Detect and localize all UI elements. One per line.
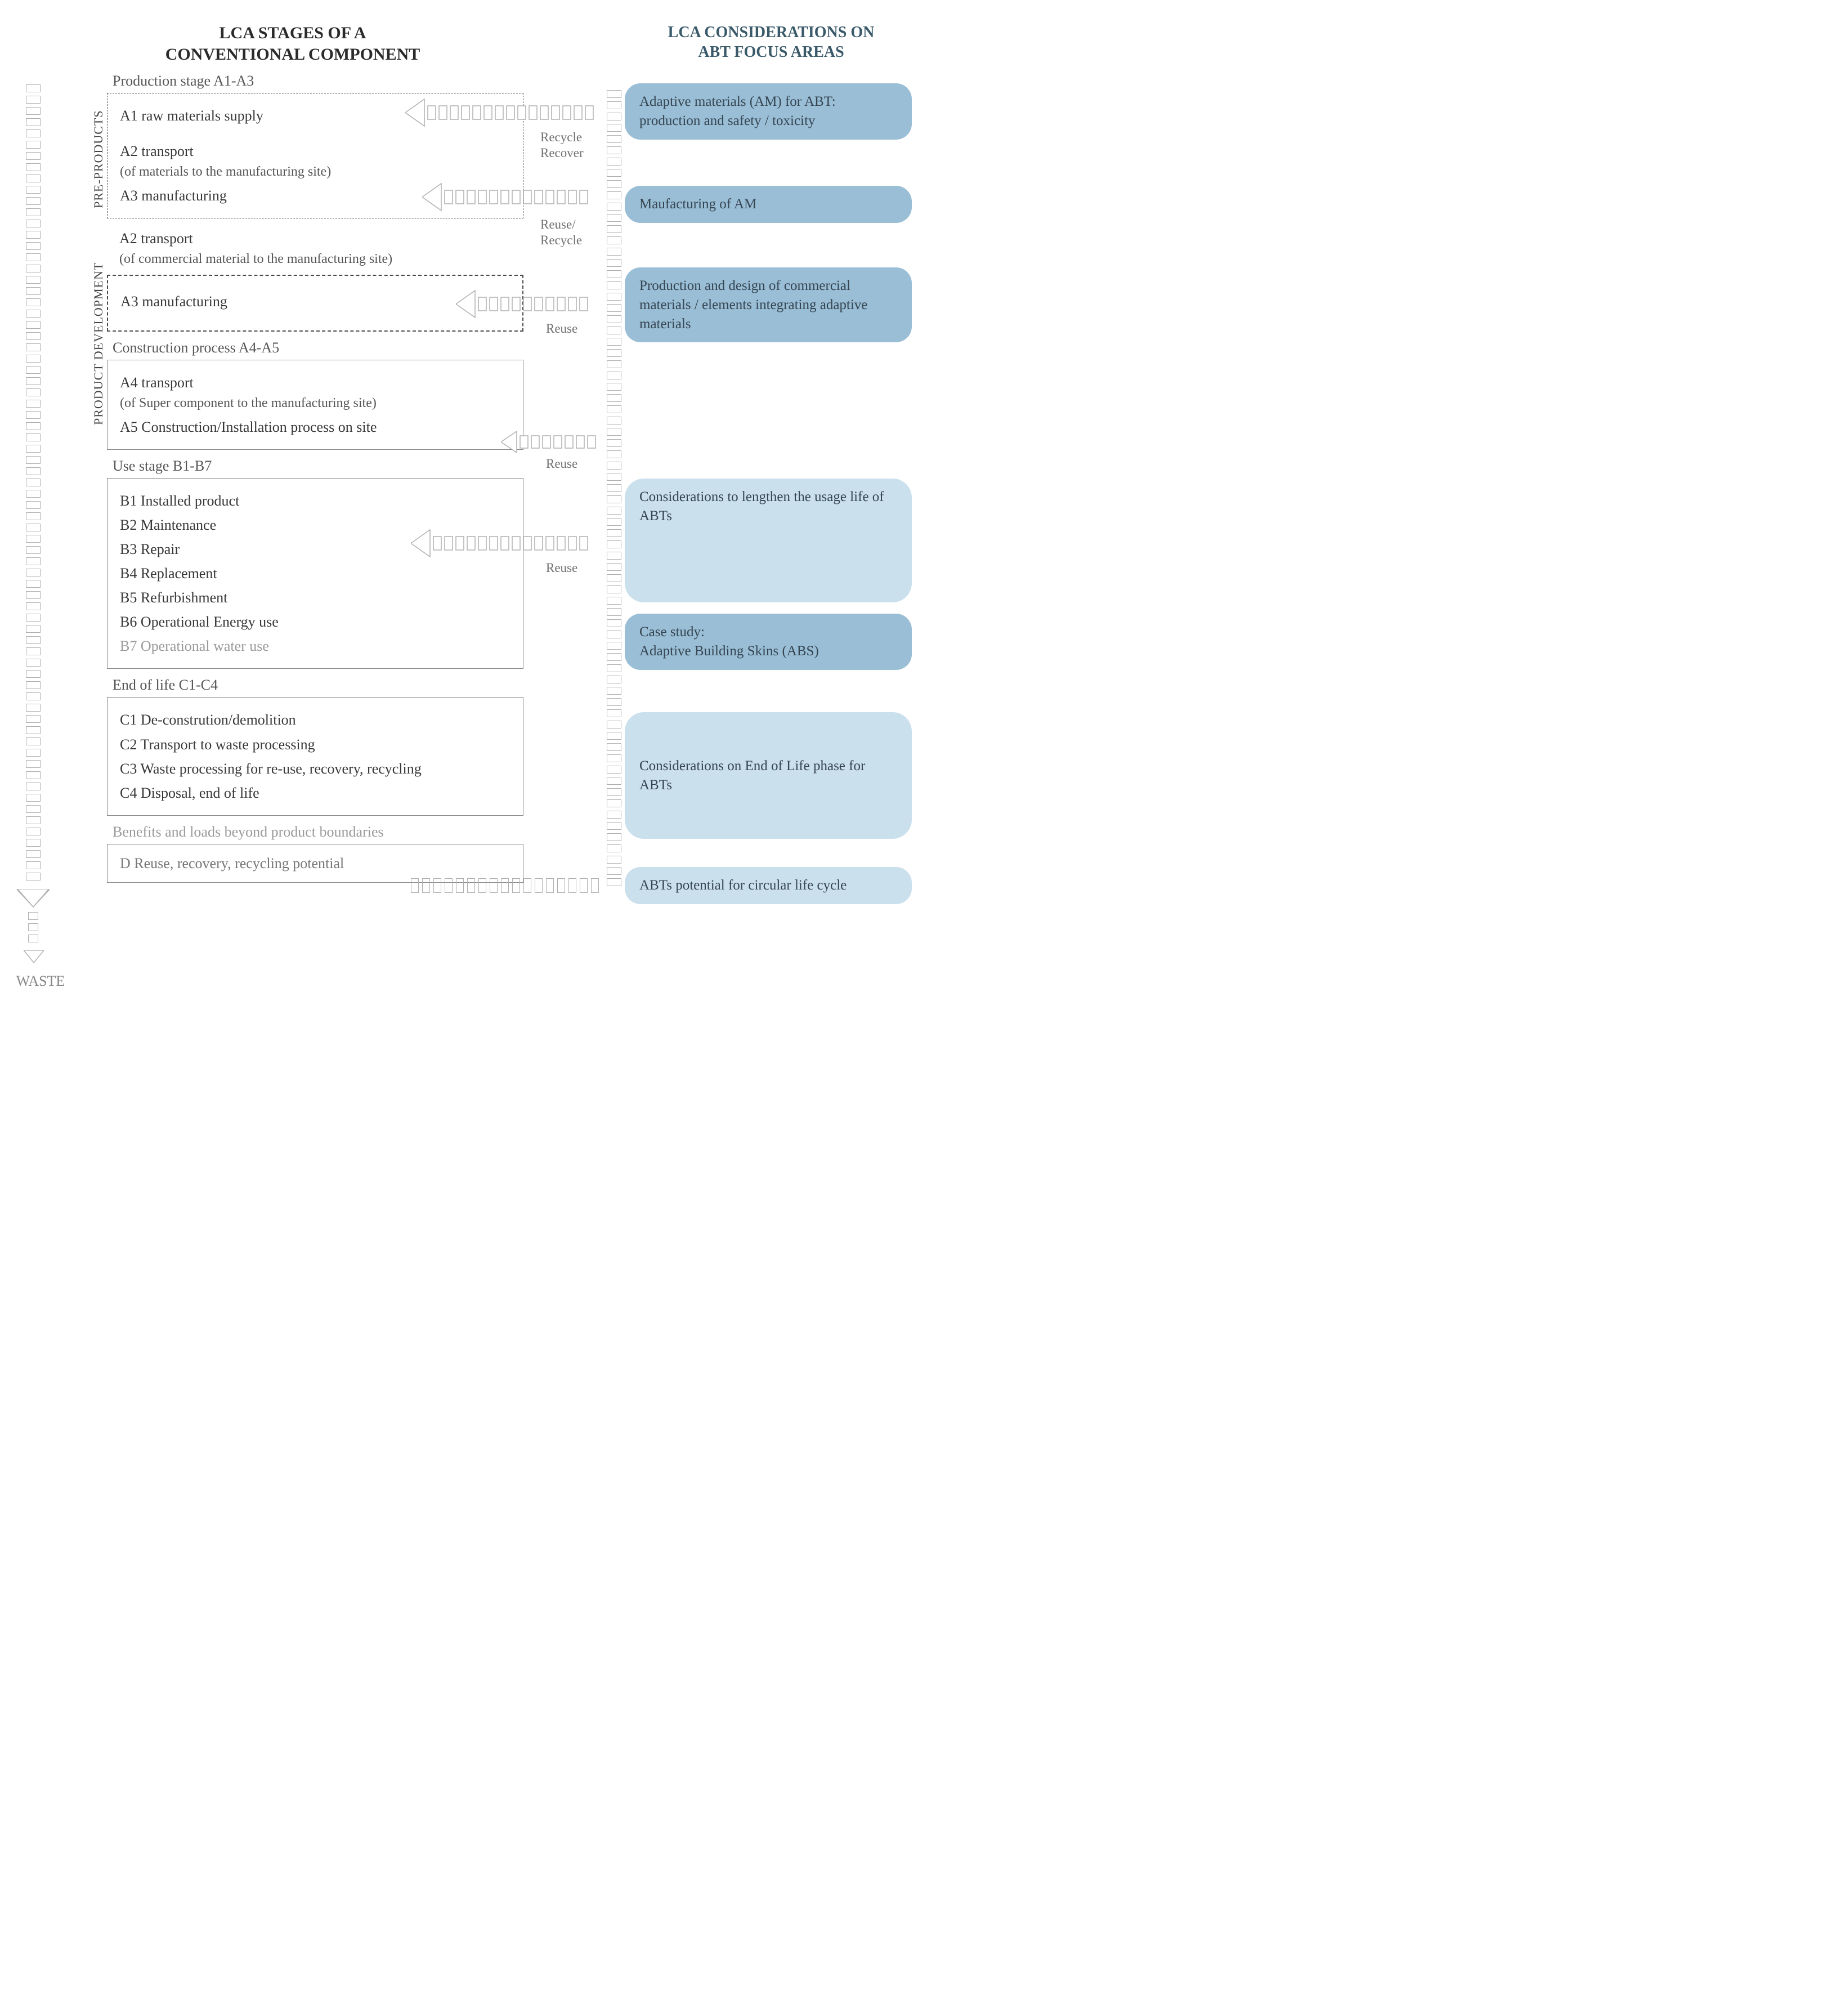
waste-arrow-column: WASTE	[17, 23, 62, 883]
label-reuse-recycle: Reuse/ Recycle	[540, 217, 602, 248]
item-b6: B6 Operational Energy use	[120, 612, 511, 632]
pill-manufacturing-am: Maufacturing of AM	[625, 186, 912, 223]
box-eol: C1 De-constrution/demolition C2 Transpor…	[107, 697, 523, 815]
item-a5: A5 Construction/Installation process on …	[120, 417, 511, 437]
pill-production-design: Production and design of commercial mate…	[625, 267, 912, 342]
vlabel-pre-products: PRE-PRODUCTS	[91, 96, 106, 208]
item-a2: A2 transport (of materials to the manufa…	[120, 141, 511, 181]
item-b4: B4 Replacement	[120, 564, 511, 583]
item-b7: B7 Operational water use	[120, 636, 511, 656]
left-title-line1: LCA STAGES OF A	[220, 24, 366, 42]
diagram-root: WASTE LCA STAGES OF A CONVENTIONAL COMPO…	[17, 23, 901, 883]
item-a3b: A3 manufacturing	[120, 292, 510, 311]
item-d: D Reuse, recovery, recycling potential	[120, 853, 511, 873]
arrow-to-use	[411, 526, 608, 560]
arrow-to-a3	[422, 180, 608, 214]
connector-column: Recycle Recover Reuse/ Recycle Reuse Reu…	[523, 23, 625, 883]
item-c3: C3 Waste processing for re-use, recovery…	[120, 759, 511, 779]
right-title: LCA CONSIDERATIONS ON ABT FOCUS AREAS	[625, 23, 917, 62]
item-a2-label: A2 transport	[120, 143, 194, 159]
arrow-to-construction	[501, 428, 608, 456]
heading-beyond: Benefits and loads beyond product bounda…	[113, 824, 523, 841]
heading-use: Use stage B1-B7	[113, 458, 523, 475]
heading-production: Production stage A1-A3	[113, 73, 523, 90]
waste-arrow-tail	[28, 912, 38, 951]
pill-lengthen-usage: Considerations to lengthen the usage lif…	[625, 479, 912, 602]
label-reuse-1: Reuse	[546, 321, 577, 337]
box-use: B1 Installed product B2 Maintenance B3 R…	[107, 478, 523, 669]
right-title-line1: LCA CONSIDERATIONS ON	[668, 24, 875, 41]
pill-case-study: Case study: Adaptive Building Skins (ABS…	[625, 614, 912, 670]
item-c4: C4 Disposal, end of life	[120, 783, 511, 803]
waste-arrow-shaft	[26, 84, 41, 889]
arrow-to-a3b	[456, 287, 608, 321]
item-a2-sub: (of materials to the manufacturing site)	[120, 164, 331, 179]
box-beyond: D Reuse, recovery, recycling potential	[107, 844, 523, 883]
item-a4-sub: (of Super component to the manufacturing…	[120, 396, 377, 410]
item-c1: C1 De-constrution/demolition	[120, 710, 511, 730]
right-title-line2: ABT FOCUS AREAS	[698, 43, 844, 61]
waste-arrow-head	[17, 889, 49, 911]
stages-column: LCA STAGES OF A CONVENTIONAL COMPONENT P…	[62, 23, 523, 883]
label-reuse-3: Reuse	[546, 560, 577, 576]
heading-eol: End of life C1-C4	[113, 677, 523, 694]
item-b1: B1 Installed product	[120, 491, 511, 511]
left-title-line2: CONVENTIONAL COMPONENT	[165, 45, 420, 64]
considerations-column: LCA CONSIDERATIONS ON ABT FOCUS AREAS Ad…	[625, 23, 917, 883]
pill-eol-considerations: Considerations on End of Life phase for …	[625, 712, 912, 839]
item-c2: C2 Transport to waste processing	[120, 735, 511, 754]
waste-arrow-tail-head	[24, 950, 44, 967]
block-a2b: A2 transport (of commercial material to …	[107, 218, 523, 275]
label-reuse-2: Reuse	[546, 456, 577, 472]
item-a2b-label: A2 transport	[119, 230, 193, 247]
vlabel-product-dev: PRODUCT DEVELOPMENT	[91, 234, 106, 425]
pill-adaptive-materials: Adaptive materials (AM) for ABT: product…	[625, 83, 912, 140]
item-a2b: A2 transport (of commercial material to …	[119, 229, 511, 268]
pill-circular-potential: ABTs potential for circular life cycle	[625, 867, 912, 904]
label-recycle-recover: Recycle Recover	[540, 129, 602, 160]
item-a2b-sub: (of commercial material to the manufactu…	[119, 252, 392, 266]
left-title: LCA STAGES OF A CONVENTIONAL COMPONENT	[62, 23, 523, 65]
box-construction: A4 transport (of Super component to the …	[107, 360, 523, 450]
heading-construction: Construction process A4-A5	[113, 339, 523, 356]
arrow-to-a1	[405, 96, 608, 129]
item-a4: A4 transport (of Super component to the …	[120, 373, 511, 412]
item-a4-label: A4 transport	[120, 374, 194, 391]
item-b5: B5 Refurbishment	[120, 588, 511, 607]
d-to-bus	[411, 878, 608, 893]
waste-label: WASTE	[12, 973, 69, 990]
recycle-bus	[607, 90, 621, 889]
